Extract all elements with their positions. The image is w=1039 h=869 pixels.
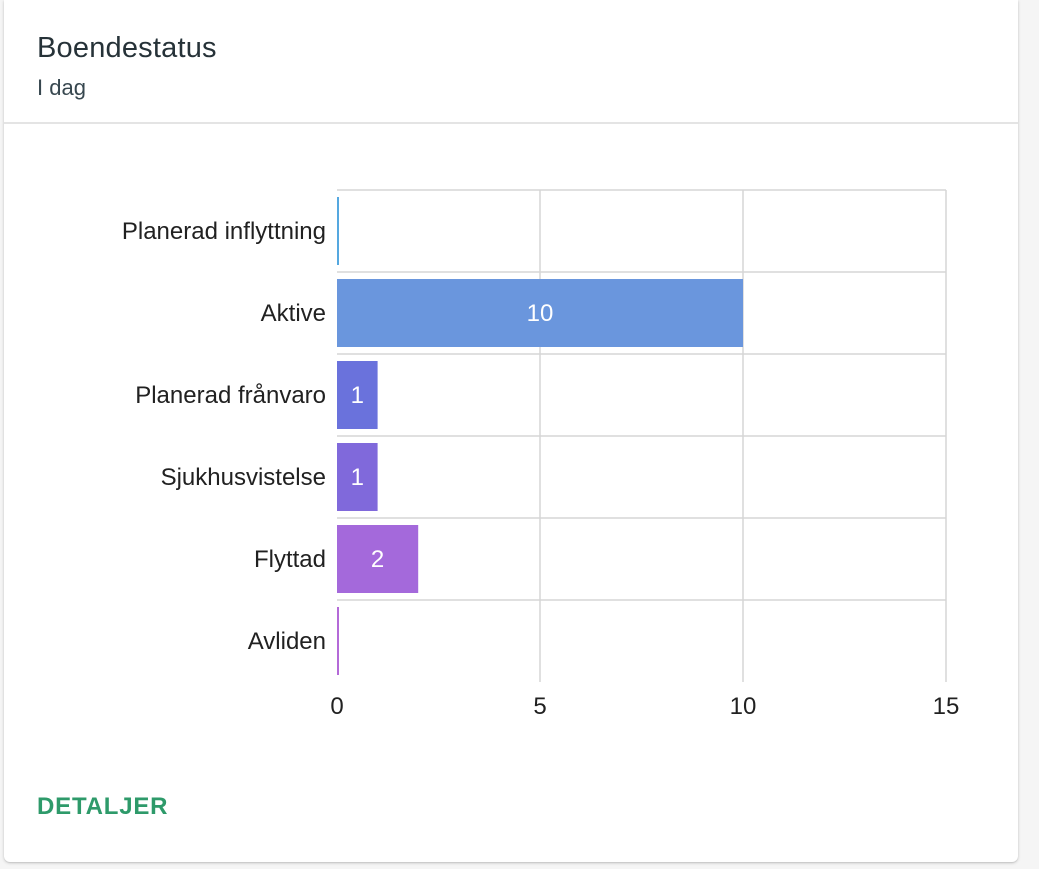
bar-value-label: 2	[371, 546, 384, 573]
bar[interactable]	[337, 525, 419, 593]
y-category-label: Avliden	[248, 628, 326, 655]
card-title: Boendestatus	[37, 32, 217, 64]
x-tick-label: 15	[933, 693, 960, 720]
x-tick-label: 5	[533, 693, 546, 720]
card-subtitle: I dag	[37, 75, 86, 100]
card-header: Boendestatus I dag	[4, 0, 1018, 124]
x-tick-label: 10	[730, 693, 757, 720]
bar[interactable]	[337, 279, 743, 347]
y-category-label: Planerad frånvaro	[135, 382, 326, 409]
x-tick-label: 0	[330, 693, 343, 720]
y-category-label: Aktive	[261, 300, 326, 327]
bar-value-label: 10	[527, 300, 554, 327]
bar-value-label: 1	[351, 464, 364, 491]
details-button[interactable]: DETALJER	[37, 793, 169, 820]
status-card: Boendestatus I dag DETALJER	[4, 0, 1018, 862]
y-category-label: Flyttad	[254, 546, 326, 573]
y-category-label: Planerad inflyttning	[122, 218, 326, 245]
bar-value-label: 1	[351, 382, 364, 409]
bar[interactable]	[337, 197, 339, 265]
bar[interactable]	[337, 443, 378, 511]
bar[interactable]	[337, 361, 378, 429]
bar[interactable]	[337, 607, 339, 675]
y-category-label: Sjukhusvistelse	[161, 464, 326, 491]
